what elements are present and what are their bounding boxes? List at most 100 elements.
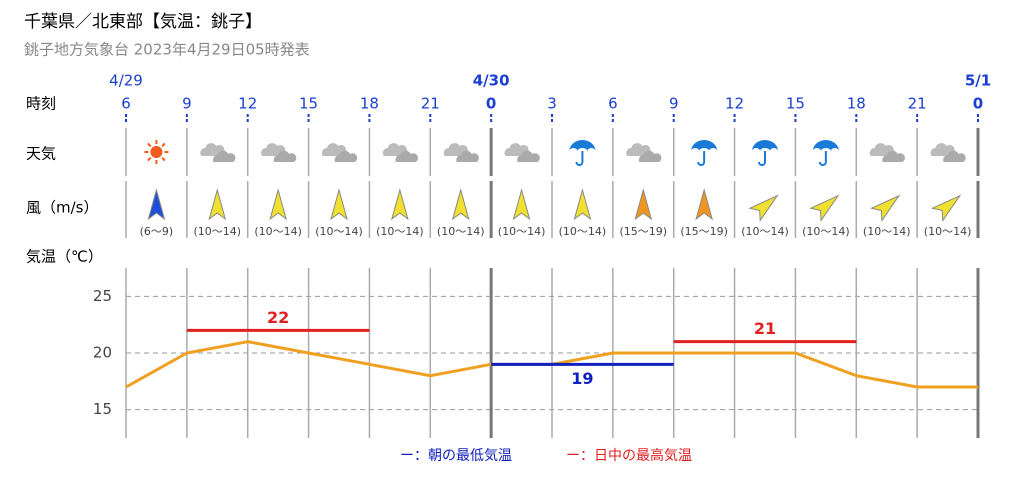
row-label: 天気 <box>26 145 56 163</box>
cloud <box>943 150 966 162</box>
weather-icon <box>752 140 778 166</box>
wind-arrow-shape <box>330 188 348 221</box>
y-tick-label: 15 <box>93 400 112 418</box>
row-label: 風（m/s） <box>26 199 98 217</box>
weather-icon <box>930 143 966 162</box>
time-label: 9 <box>669 95 679 113</box>
wind-arrow-shape <box>573 188 592 221</box>
umbrella-handle <box>758 151 766 166</box>
time-label: 12 <box>238 95 257 113</box>
wind-label: (10～14) <box>315 225 363 238</box>
date-label: 4/29 <box>109 72 143 90</box>
wind-arrow <box>748 194 779 222</box>
wind-arrow-shape <box>269 188 288 221</box>
weather-icon <box>691 140 718 166</box>
wind-arrow-shape <box>634 188 653 221</box>
cloud <box>882 150 905 162</box>
wind-arrow <box>147 188 166 221</box>
wind-arrow-shape <box>390 188 409 221</box>
sun-ray <box>147 142 152 148</box>
y-tick-label: 25 <box>93 287 112 305</box>
time-label: 6 <box>121 95 131 113</box>
wind-arrow-shape <box>451 188 470 221</box>
cloud <box>212 150 236 162</box>
weather-icon <box>322 143 358 162</box>
wind-label: (10～14) <box>254 225 302 238</box>
time-label: 18 <box>847 95 866 113</box>
wind-arrow-shape <box>147 188 166 221</box>
date-label: 4/30 <box>473 72 510 90</box>
umbrella-handle <box>575 151 584 166</box>
wind-arrow-shape <box>809 194 840 222</box>
weather-icon <box>200 143 236 162</box>
legend-entry: ー：日中の最高気温 <box>566 447 692 464</box>
wind-arrow-shape <box>512 188 531 221</box>
weather-icon <box>812 140 839 166</box>
wind-arrow <box>330 188 348 221</box>
time-label: 12 <box>725 95 744 113</box>
umbrella-handle <box>697 151 706 166</box>
wind-arrow <box>634 188 653 221</box>
y-tick-label: 20 <box>93 344 112 362</box>
row-label: 時刻 <box>26 95 56 113</box>
wind-arrow <box>269 188 288 221</box>
wind-arrow <box>870 194 901 222</box>
umbrella-handle <box>818 151 827 166</box>
wind-label: (6～9) <box>140 225 174 238</box>
sun-ray <box>161 142 166 148</box>
weather-icon <box>443 143 479 162</box>
wind-label: (10～14) <box>376 225 424 238</box>
wind-arrow <box>390 188 409 221</box>
wind-arrow-shape <box>870 194 901 222</box>
wind-arrow <box>809 194 840 222</box>
cloud <box>273 150 297 162</box>
wind-label: (10～14) <box>437 225 485 238</box>
extreme-label: 19 <box>571 369 593 388</box>
wind-label: (10～14) <box>741 225 789 238</box>
sun-ray <box>147 156 152 162</box>
weather-icon <box>144 140 169 164</box>
wind-arrow <box>451 188 470 221</box>
time-label: 0 <box>486 95 496 113</box>
weather-icon <box>382 143 419 162</box>
weather-icon <box>569 140 596 166</box>
time-label: 18 <box>360 95 379 113</box>
sun-ray <box>161 156 166 162</box>
wind-arrow <box>208 188 227 221</box>
wind-arrow-shape <box>930 194 962 222</box>
weather-icon <box>869 143 905 162</box>
time-label: 6 <box>608 95 618 113</box>
wind-arrow <box>930 194 962 222</box>
cloud <box>638 150 662 162</box>
wind-label: (10～14) <box>802 225 850 238</box>
wind-arrow <box>573 188 592 221</box>
umbrella <box>812 140 839 151</box>
time-label: 3 <box>547 95 557 113</box>
cloud <box>456 150 479 162</box>
wind-arrow-shape <box>208 188 227 221</box>
row-label: 気温（℃） <box>26 248 103 266</box>
umbrella <box>752 140 778 151</box>
legend-entry: ー：朝の最低気温 <box>400 448 512 464</box>
wind-arrow <box>512 188 531 221</box>
cloud <box>334 150 358 162</box>
sun <box>150 146 163 158</box>
cloud <box>517 150 540 162</box>
time-label: 15 <box>299 95 318 113</box>
wind-arrow <box>695 188 714 221</box>
wind-arrow-shape <box>695 188 714 221</box>
weather-icon <box>261 143 297 162</box>
wind-label: (15～19) <box>680 225 728 238</box>
umbrella <box>691 140 718 151</box>
time-label: 15 <box>786 95 805 113</box>
wind-label: (10～14) <box>193 225 241 238</box>
wind-arrow-shape <box>748 194 779 222</box>
time-label: 21 <box>908 95 927 113</box>
wind-label: (10～14) <box>498 225 546 238</box>
subtitle: 銚子地方気象台 2023年4月29日05時発表 <box>24 41 310 59</box>
wind-label: (15～19) <box>619 225 667 238</box>
time-label: 9 <box>182 95 192 113</box>
weather-icon <box>626 143 662 162</box>
extreme-label: 21 <box>754 319 776 338</box>
